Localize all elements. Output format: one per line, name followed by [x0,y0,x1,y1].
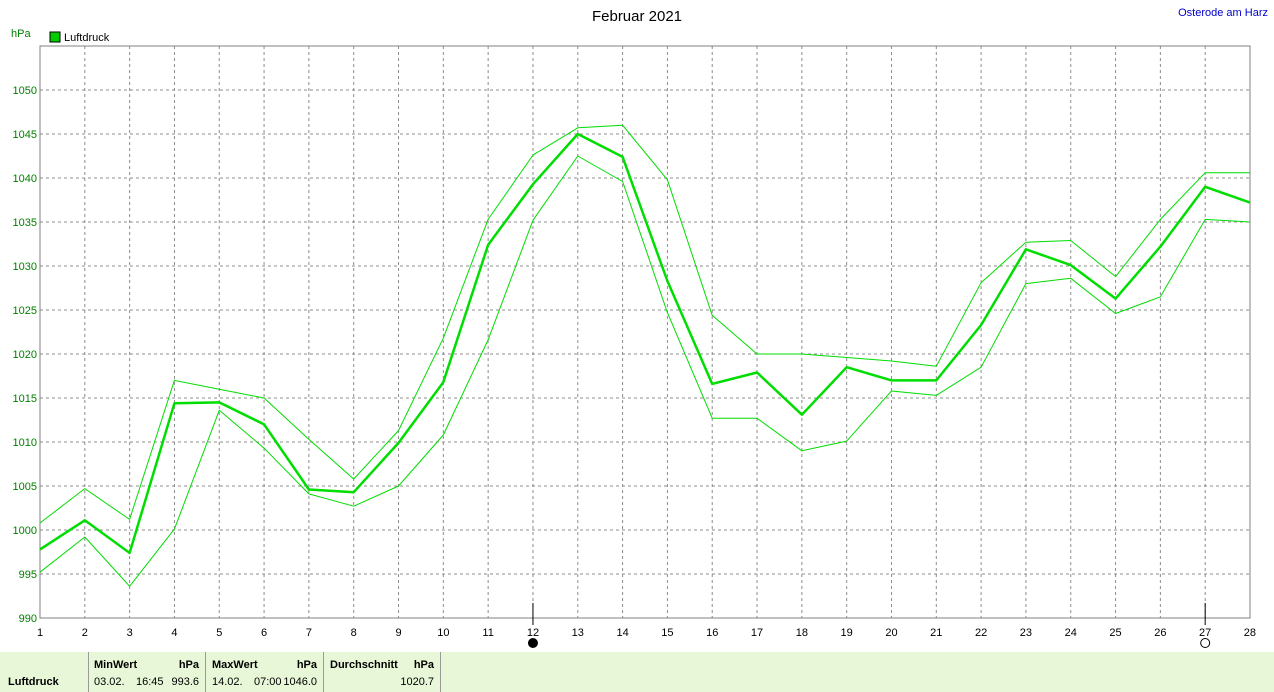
y-tick-label: 1015 [13,393,37,405]
x-tick-label: 26 [1154,627,1166,639]
x-tick-label: 6 [261,627,267,639]
legend-label: Luftdruck [64,32,110,44]
y-tick-label: 1025 [13,305,37,317]
stats-label-cell: Luftdruck [0,652,88,692]
avg-unit: hPa [413,659,434,671]
y-tick-label: 1020 [13,349,37,361]
chart-background [0,0,1274,652]
series-line-max [39,124,1250,524]
y-tick-label: 1000 [13,525,37,537]
chart-title: Februar 2021 [592,8,682,25]
x-tick-label: 4 [171,627,177,639]
min-unit: hPa [178,659,199,671]
day-markers [527,603,1211,648]
min-date: 03.02. [94,676,125,688]
x-tick-label: 12 [527,627,539,639]
day-marker-filled-circle [527,638,538,648]
y-tick-label: 1005 [13,481,37,493]
stats-max-cell: MaxWert hPa 14.02. 07:00 1046.0 [206,652,323,692]
x-tick-label: 28 [1244,627,1256,639]
x-tick-label: 21 [930,627,942,639]
x-tick-label: 25 [1109,627,1121,639]
legend-swatch [49,31,61,43]
x-tick-label: 16 [706,627,718,639]
stats-separator [205,652,206,692]
min-header: MinWert [94,659,138,671]
max-date: 14.02. [212,676,243,688]
series-line-min [39,155,1251,587]
max-header: MaxWert [212,659,258,671]
location-label: Osterode am Harz [1178,7,1268,19]
stats-separator [323,652,324,692]
stats-separator [440,652,441,692]
series-line-mean [39,132,1251,555]
y-tick-label: 1030 [13,261,37,273]
min-time: 16:45 [136,676,164,688]
stats-avg-cell: Durchschnitt hPa 1020.7 [324,652,440,692]
day-marker-open-circle [1200,638,1211,648]
x-tick-label: 27 [1199,627,1211,639]
x-tick-label: 13 [572,627,584,639]
x-tick-label: 11 [482,627,493,639]
x-tick-label: 3 [127,627,133,639]
series-group [39,124,1251,587]
y-tick-label: 1035 [13,217,37,229]
x-tick-label: 17 [751,627,763,639]
x-tick-label: 8 [351,627,357,639]
x-tick-label: 7 [306,627,312,639]
y-axis-unit: hPa [11,28,31,40]
x-tick-label: 9 [395,627,401,639]
stats-min-cell: MinWert hPa 03.02. 16:45 993.6 [89,652,205,692]
x-tick-label: 23 [1020,627,1032,639]
max-value: 1046.0 [283,676,317,688]
x-tick-label: 10 [437,627,449,639]
max-time: 07:00 [254,676,282,688]
y-tick-label: 1010 [13,437,37,449]
max-unit: hPa [296,659,317,671]
plot-frame [39,45,1251,619]
y-tick-label: 1040 [13,173,37,185]
y-tick-labels: 990 995 1000 1005 1010 1015 1020 1025 1030 1035 10… [13,85,37,625]
y-tick-label: 1050 [13,85,37,97]
stats-series-label: Luftdruck [8,676,59,688]
x-tick-label: 2 [82,627,88,639]
x-tick-label: 18 [796,627,808,639]
x-tick-label: 19 [841,627,853,639]
statistics-bar: Luftdruck MinWert hPa 03.02. 16:45 993.6… [0,652,1274,692]
x-tick-label: 15 [661,627,673,639]
x-tick-label: 24 [1065,627,1077,639]
min-value: 993.6 [171,676,199,688]
avg-value: 1020.7 [400,676,434,688]
x-tick-label: 5 [216,627,222,639]
y-tick-label: 995 [19,569,37,581]
grid [40,46,1250,618]
y-tick-label: 990 [19,613,37,625]
x-tick-label: 1 [37,627,43,639]
x-tick-label: 14 [616,627,628,639]
x-tick-label: 22 [975,627,987,639]
y-tick-label: 1045 [13,129,37,141]
x-tick-label: 20 [885,627,897,639]
x-tick-labels: 1 2 3 4 5 6 7 8 9 10 11 12 13 14 15 16 17 18 19 20 21 22 23 24 2… [37,627,1256,639]
chart: Februar 2021 Osterode am Harz hPa Luftdr… [0,0,1274,652]
avg-header: Durchschnitt [330,659,398,671]
stats-separator [88,652,89,692]
